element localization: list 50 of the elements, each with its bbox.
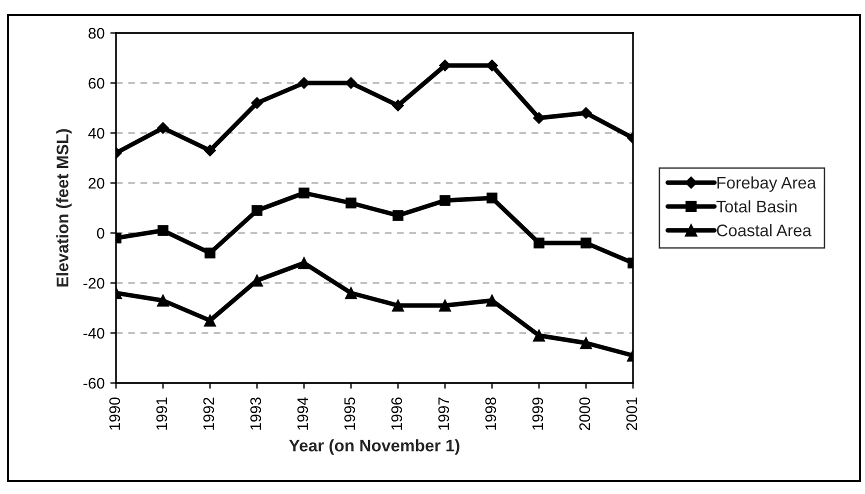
point [298,188,310,198]
point [580,238,592,248]
x-tick-label: 1994 [297,397,308,430]
point [204,314,216,327]
point [486,294,498,307]
y-tick-label: 80 [88,28,104,39]
y-tick-label: -40 [83,328,104,339]
point [533,112,545,124]
y-tick-label: -20 [83,278,104,289]
y-tick-label: -60 [83,378,104,389]
x-tick-label: 2001 [626,398,638,430]
x-axis-title: Year (on November 1) [289,439,460,455]
y-axis-title: Elevation (feet MSL) [56,129,72,287]
point [157,122,169,134]
x-tick-label: 1990 [109,397,120,430]
y-tick-label: 0 [96,228,104,239]
point [204,144,216,156]
point [298,256,310,270]
legend-label: Forebay Area [717,176,816,192]
y-tick-label: 60 [88,78,104,89]
point [534,238,544,248]
point [392,210,404,221]
x-tick-label: 1993 [250,398,262,430]
point [204,248,216,258]
point [532,329,546,342]
point [252,205,262,216]
legend-label: Total Basin [716,200,797,212]
point [440,195,450,206]
point [344,286,358,300]
point [251,97,263,109]
point [580,107,592,119]
x-tick-label: 2000 [579,397,590,430]
point [156,294,170,307]
point [158,225,168,236]
x-tick-label: 1991 [156,398,168,430]
x-tick-label: 1996 [391,398,402,430]
y-tick-label: 20 [88,178,104,189]
point [346,198,356,208]
point [392,299,404,312]
x-tick-label: 1992 [203,398,214,430]
x-tick-label: 1998 [485,398,496,430]
point [486,192,498,204]
x-tick-label: 1999 [532,398,544,430]
point [438,299,452,312]
y-tick-label: 40 [88,128,104,139]
x-tick-label: 1997 [438,398,450,430]
x-tick-label: 1995 [344,398,356,430]
point [580,336,592,350]
legend-label: Coastal Area [716,224,812,236]
point [392,100,404,112]
